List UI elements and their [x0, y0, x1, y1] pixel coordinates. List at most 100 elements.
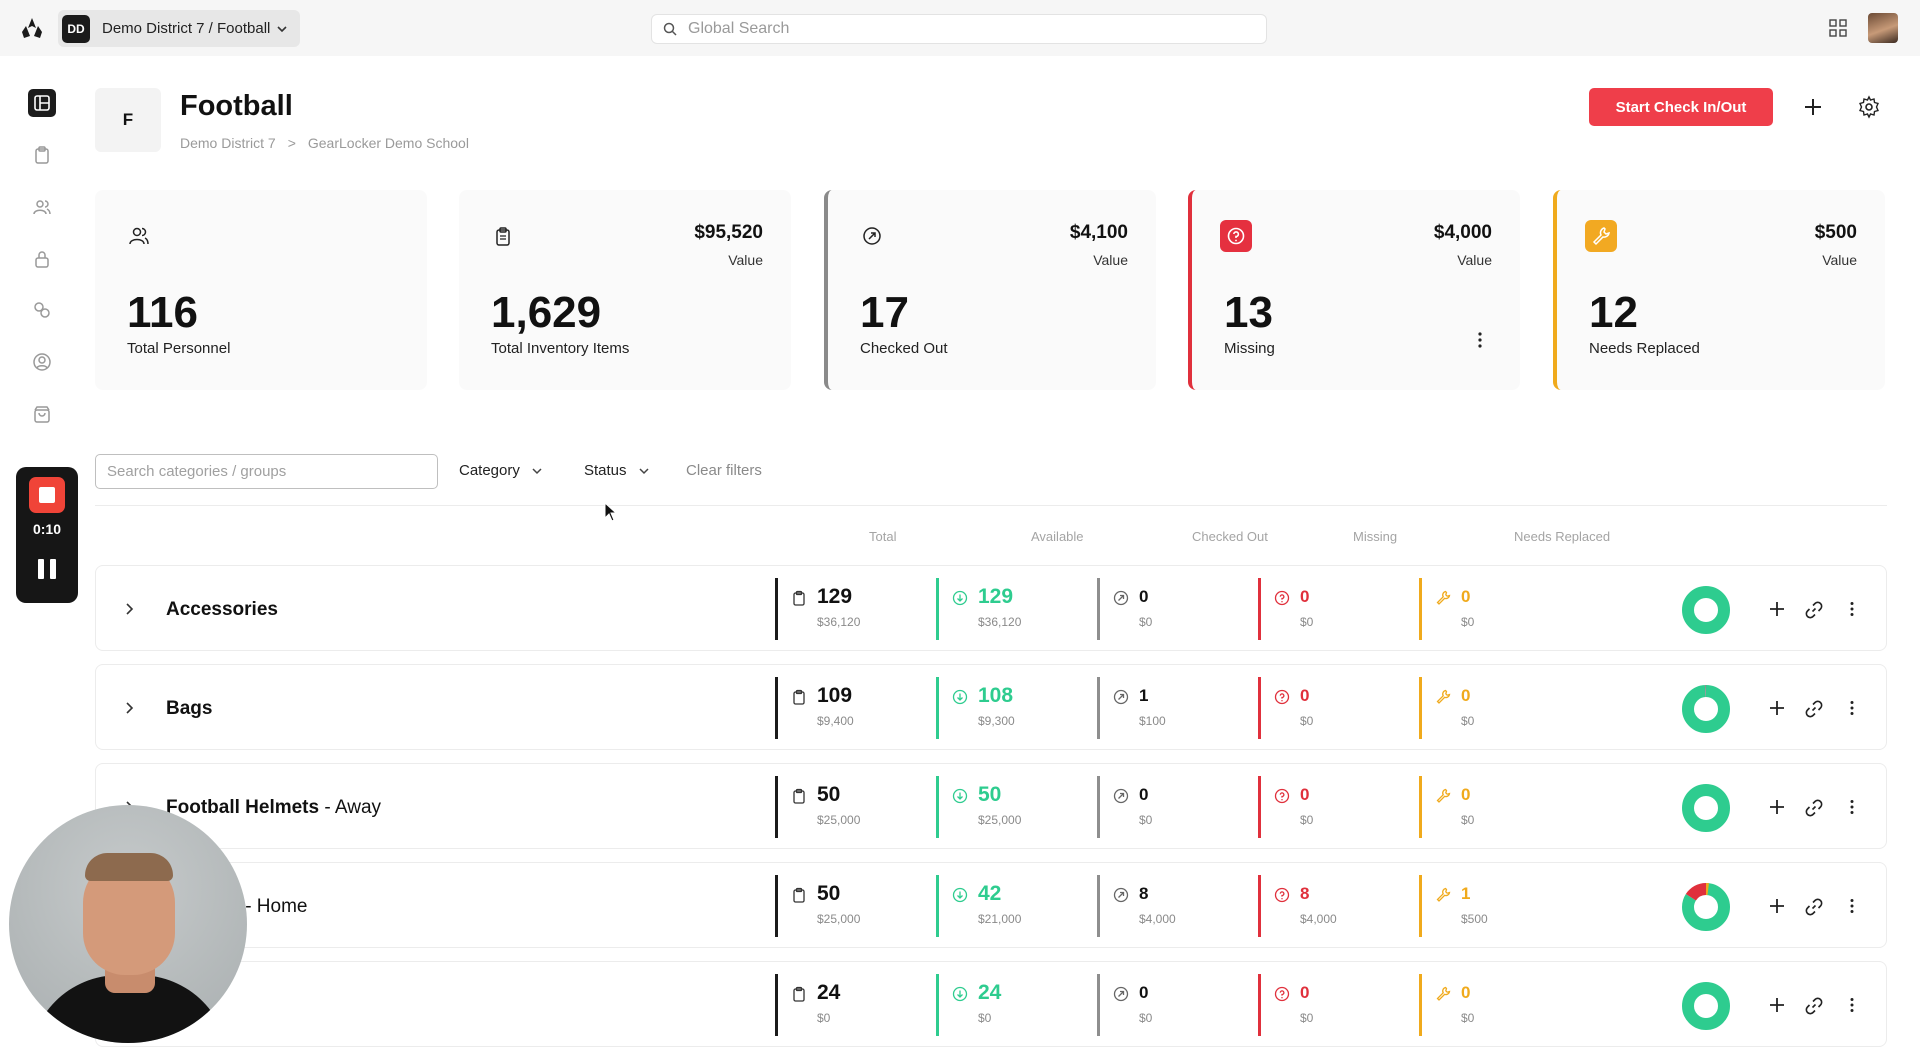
row-name-primary: Accessories	[166, 599, 278, 620]
stat-count: 12	[1589, 288, 1638, 337]
stat-card-missing[interactable]: $4,000 Value 13 Missing	[1188, 190, 1520, 390]
breadcrumb-district[interactable]: Demo District 7	[180, 135, 276, 151]
cell-total: 50 $25,000	[775, 875, 925, 937]
cell-total: 24 $0	[775, 974, 925, 1036]
pause-icon[interactable]	[38, 559, 56, 579]
row-category-name[interactable]: Accessories	[166, 599, 278, 621]
cell-checked-out: 1 $100	[1097, 677, 1247, 739]
table-row[interactable]: Football Helmets - Away 50 $25,000 50 $25,00…	[95, 763, 1887, 849]
link-icon[interactable]	[1804, 699, 1824, 719]
add-item-icon[interactable]	[1768, 897, 1786, 915]
sidebar-item-personnel[interactable]	[28, 193, 56, 221]
missing-icon	[1274, 689, 1290, 705]
sidebar-item-inventory[interactable]	[28, 141, 56, 169]
cell-count: 0	[1300, 983, 1310, 1002]
add-item-icon[interactable]	[1768, 798, 1786, 816]
cell-count: 42	[978, 882, 1002, 905]
users-icon	[33, 200, 51, 215]
stop-recording-button[interactable]	[29, 477, 65, 513]
global-search[interactable]	[651, 14, 1267, 44]
cell-count: 0	[1139, 785, 1149, 804]
availability-donut	[1682, 883, 1730, 931]
row-name-primary: Football Helmets	[166, 797, 320, 818]
shopping-bag-icon	[34, 406, 50, 423]
app-logo-icon[interactable]	[20, 16, 44, 40]
cell-value: $0	[1300, 714, 1314, 728]
more-options-icon[interactable]	[1843, 897, 1861, 915]
more-options-icon[interactable]	[1843, 798, 1861, 816]
cell-missing: 0 $0	[1258, 677, 1408, 739]
cell-checked-out: 8 $4,000	[1097, 875, 1247, 937]
more-options-icon[interactable]	[1843, 600, 1861, 618]
wrench-icon	[1436, 986, 1451, 1001]
cell-value: $25,000	[978, 813, 1022, 827]
gear-icon[interactable]	[1857, 95, 1881, 119]
stat-value-amount: $4,100	[1069, 222, 1128, 243]
row-category-name[interactable]: Football Helmets - Away	[166, 797, 381, 819]
sidebar-item-lockers[interactable]	[28, 245, 56, 273]
stat-card-personnel[interactable]: 116 Total Personnel	[95, 190, 427, 390]
cell-count: 0	[1300, 785, 1310, 804]
org-name: Demo District 7 / Football	[102, 20, 271, 37]
more-options-icon[interactable]	[1470, 330, 1490, 350]
cell-value: $0	[1461, 813, 1475, 827]
users-icon	[123, 220, 155, 252]
chevron-right-icon[interactable]	[121, 601, 137, 617]
status-filter-dropdown[interactable]: Status	[584, 462, 651, 479]
cell-needs-replaced: 0 $0	[1419, 578, 1569, 640]
stat-card-checked-out[interactable]: $4,100 Value 17 Checked Out	[824, 190, 1156, 390]
global-search-input[interactable]	[688, 20, 1256, 38]
missing-icon	[1274, 986, 1290, 1002]
cell-missing: 8 $4,000	[1258, 875, 1408, 937]
cell-available: 24 $0	[936, 974, 1086, 1036]
mouse-cursor-icon	[604, 502, 618, 522]
page-title: Football	[180, 90, 293, 122]
add-item-icon[interactable]	[1768, 996, 1786, 1014]
category-filter-dropdown[interactable]: Category	[459, 462, 544, 479]
sidebar-item-profile[interactable]	[28, 348, 56, 376]
row-category-name[interactable]: Bags	[166, 698, 212, 720]
table-row[interactable]: es24$024$00$00$00$0	[95, 961, 1887, 1047]
checked-out-icon	[1113, 788, 1129, 804]
stat-label: Checked Out	[860, 340, 948, 357]
sidebar-item-store[interactable]	[28, 400, 56, 428]
category-filter-label: Category	[459, 462, 520, 479]
table-row[interactable]: Bags 109 $9,400 108 $9,300 1 $100 0 $0 0 $0	[95, 664, 1887, 750]
clipboard-icon	[793, 788, 805, 804]
add-item-icon[interactable]	[1768, 699, 1786, 717]
table-row[interactable]: Accessories 129 $36,120 129 $36,120 0 $0 0 $0 0 $0	[95, 565, 1887, 651]
category-search-input[interactable]	[95, 454, 438, 489]
cell-value: $25,000	[817, 912, 861, 926]
start-check-in-out-button[interactable]: Start Check In/Out	[1589, 88, 1773, 126]
cell-available: 108 $9,300	[936, 677, 1086, 739]
missing-icon	[1274, 788, 1290, 804]
download-icon	[952, 788, 968, 804]
user-avatar[interactable]	[1868, 13, 1898, 43]
checked-out-icon	[856, 220, 888, 252]
sidebar-item-dashboard[interactable]	[28, 89, 56, 117]
link-icon[interactable]	[1804, 996, 1824, 1016]
cell-missing: 0 $0	[1258, 776, 1408, 838]
table-row[interactable]: Helmets - Home50$25,00042$21,0008$4,0008…	[95, 862, 1887, 948]
link-icon[interactable]	[1804, 897, 1824, 917]
stat-label: Total Inventory Items	[491, 340, 630, 357]
breadcrumb-school[interactable]: GearLocker Demo School	[307, 135, 469, 151]
apps-grid-icon[interactable]	[1829, 19, 1847, 37]
more-options-icon[interactable]	[1843, 996, 1861, 1014]
cell-value: $4,000	[1139, 912, 1176, 926]
sidebar-item-exchange[interactable]	[28, 296, 56, 324]
stat-label: Missing	[1224, 340, 1275, 357]
add-icon[interactable]	[1800, 94, 1826, 120]
org-switcher[interactable]: DD Demo District 7 / Football	[58, 10, 300, 47]
cell-value: $4,000	[1300, 912, 1337, 926]
add-item-icon[interactable]	[1768, 600, 1786, 618]
more-options-icon[interactable]	[1843, 699, 1861, 717]
stat-card-needs-replaced[interactable]: $500 Value 12 Needs Replaced	[1553, 190, 1885, 390]
chevron-right-icon[interactable]	[121, 700, 137, 716]
stat-card-inventory[interactable]: $95,520 Value 1,629 Total Inventory Item…	[459, 190, 791, 390]
link-icon[interactable]	[1804, 600, 1824, 620]
clear-filters-button[interactable]: Clear filters	[686, 462, 762, 479]
dashboard-icon	[34, 95, 50, 111]
link-icon[interactable]	[1804, 798, 1824, 818]
cell-value: $0	[1300, 813, 1314, 827]
